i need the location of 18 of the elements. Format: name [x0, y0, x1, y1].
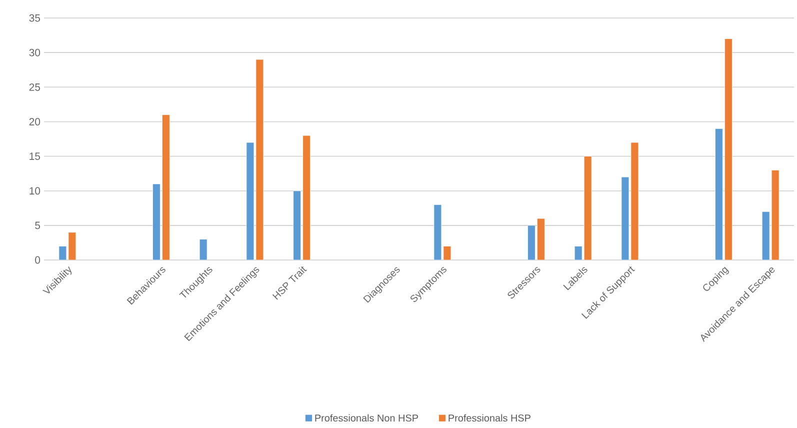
bar — [724, 38, 732, 260]
legend-label: Professionals HSP — [448, 414, 530, 422]
y-tick-label: 25 — [29, 83, 40, 91]
y-tick-label: 20 — [29, 118, 40, 126]
y-tick-label: 0 — [35, 256, 40, 264]
y-tick-label: 10 — [30, 187, 40, 195]
legend-label: Professionals Non HSP — [315, 414, 418, 422]
y-tick-label: 5 — [35, 222, 40, 230]
y-tick-label: 30 — [29, 48, 40, 56]
bar — [162, 114, 170, 260]
bar — [293, 190, 302, 260]
bar — [536, 218, 545, 260]
bar — [302, 135, 311, 260]
y-tick-label: 35 — [29, 14, 40, 22]
bar — [714, 128, 723, 260]
bar — [152, 184, 160, 260]
y-tick-label: 15 — [30, 152, 40, 160]
bar — [527, 225, 536, 260]
